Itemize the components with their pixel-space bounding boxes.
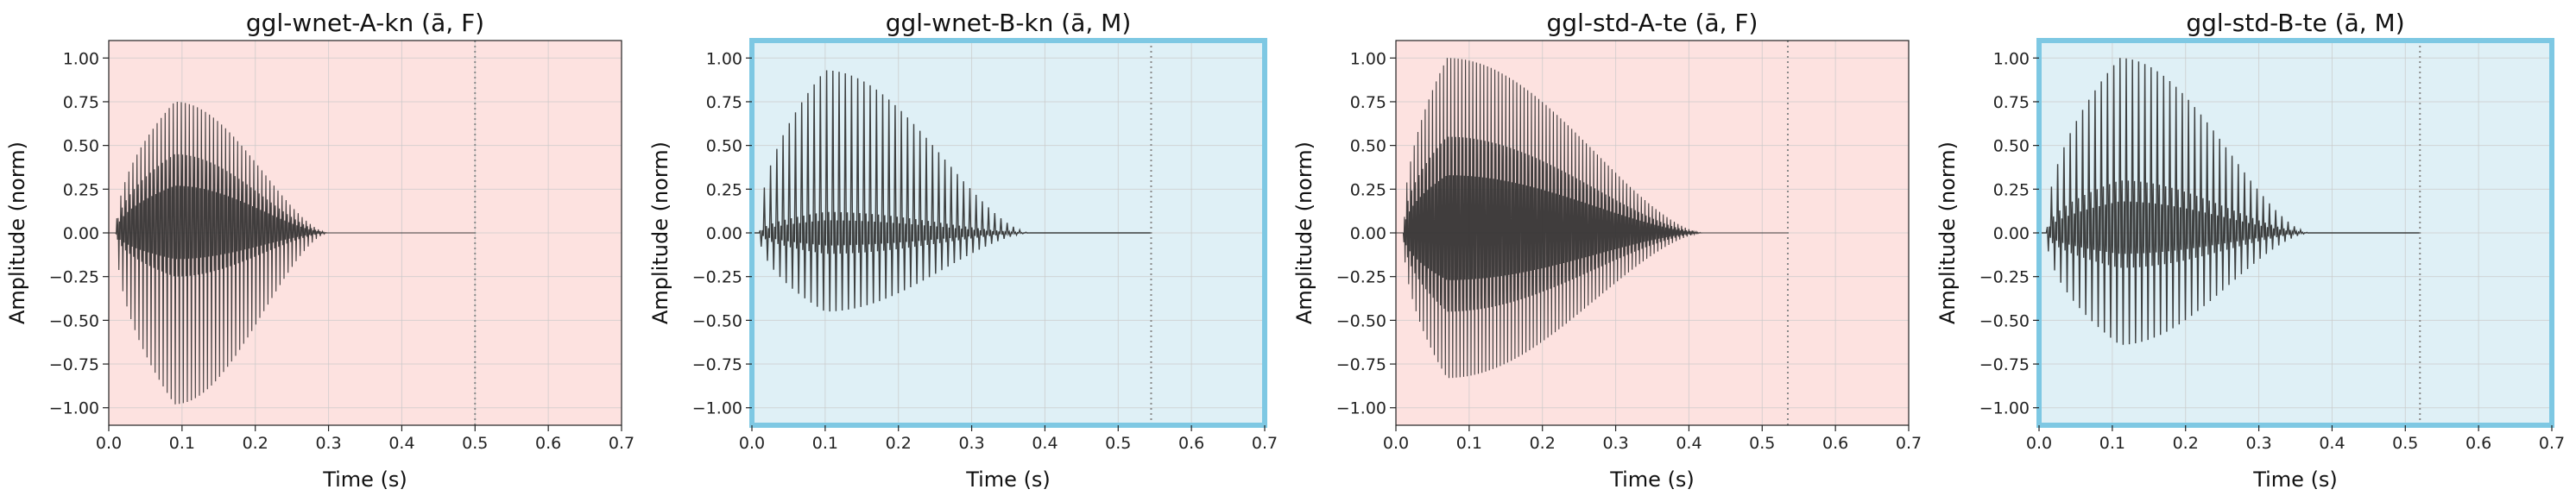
x-tick-label: 0.5 — [462, 434, 488, 453]
y-axis-label: Amplitude (norm) — [648, 141, 672, 324]
x-axis-label: Time (s) — [965, 467, 1051, 492]
x-tick-label: 0.4 — [1032, 434, 1058, 453]
y-tick-label: −0.75 — [49, 355, 99, 374]
y-tick-label: −0.75 — [1336, 355, 1386, 374]
y-tick-label: −0.25 — [49, 268, 99, 287]
x-tick-label: 0.6 — [535, 434, 561, 453]
x-tick-label: 0.1 — [1456, 434, 1482, 453]
x-tick-label: 0.2 — [243, 434, 268, 453]
x-axis-label: Time (s) — [2252, 467, 2338, 492]
y-tick-label: 0.75 — [706, 93, 742, 112]
x-tick-label: 0.7 — [1896, 434, 1922, 453]
x-tick-label: 0.3 — [1602, 434, 1628, 453]
x-tick-label: 0.4 — [2319, 434, 2345, 453]
y-axis-label: Amplitude (norm) — [5, 141, 29, 324]
y-axis-label: Amplitude (norm) — [1935, 141, 1960, 324]
x-tick-label: 0.1 — [812, 434, 838, 453]
y-tick-label: 1.00 — [706, 49, 742, 68]
x-tick-label: 0.6 — [1822, 434, 1848, 453]
y-tick-label: −0.25 — [1336, 268, 1386, 287]
y-tick-label: 0.00 — [63, 224, 99, 243]
x-tick-label: 0.2 — [2173, 434, 2199, 453]
x-tick-label: 0.7 — [2539, 434, 2565, 453]
y-tick-label: 0.25 — [706, 180, 742, 199]
y-tick-label: 0.50 — [706, 137, 742, 156]
y-tick-label: −1.00 — [1336, 399, 1386, 418]
y-tick-label: −0.50 — [1336, 311, 1386, 330]
chart-title: ggl-std-A-te (ā, F) — [1547, 9, 1758, 37]
y-tick-label: −1.00 — [692, 399, 742, 418]
x-tick-label: 0.6 — [2466, 434, 2491, 453]
y-tick-label: 0.75 — [1993, 93, 2030, 112]
waveform-series — [109, 101, 475, 405]
waveform-series — [1396, 58, 1788, 379]
y-tick-label: 0.50 — [1993, 137, 2030, 156]
y-tick-label: 1.00 — [1993, 49, 2030, 68]
y-tick-label: −1.00 — [1979, 399, 2030, 418]
waveform-series — [752, 70, 1151, 312]
y-tick-label: 1.00 — [1350, 49, 1386, 68]
y-tick-label: 0.75 — [63, 93, 99, 112]
x-axis-label: Time (s) — [1609, 467, 1695, 492]
y-tick-label: 0.00 — [1993, 224, 2030, 243]
chart-title: ggl-wnet-B-kn (ā, M) — [886, 9, 1132, 37]
x-tick-label: 0.1 — [169, 434, 195, 453]
y-tick-label: 0.00 — [1350, 224, 1386, 243]
y-tick-label: 0.75 — [1350, 93, 1386, 112]
chart-panel-3: 0.0 0.1 0.2 0.3 0.4 0.5 0.6 0.7 1.00 0.75 0.50 0.25… — [1292, 9, 1922, 492]
x-tick-label: 0.4 — [388, 434, 414, 453]
waveform-series — [2039, 58, 2421, 345]
x-tick-label: 0.5 — [1105, 434, 1131, 453]
x-tick-label: 0.6 — [1178, 434, 1204, 453]
y-tick-label: −0.50 — [1979, 311, 2030, 330]
x-tick-label: 0.2 — [1530, 434, 1556, 453]
x-tick-label: 0.3 — [2245, 434, 2271, 453]
y-tick-label: −0.75 — [1979, 355, 2030, 374]
chart-panel-4: 0.0 0.1 0.2 0.3 0.4 0.5 0.6 0.7 1.00 0.75 0.50 0.25… — [1935, 9, 2565, 492]
x-tick-label: 0.7 — [609, 434, 635, 453]
y-tick-label: −0.50 — [692, 311, 742, 330]
chart-title: ggl-std-B-te (ā, M) — [2186, 9, 2404, 37]
x-tick-label: 0.0 — [739, 434, 765, 453]
y-axis-label: Amplitude (norm) — [1292, 141, 1316, 324]
chart-title: ggl-wnet-A-kn (ā, F) — [246, 9, 484, 37]
x-tick-label: 0.4 — [1676, 434, 1702, 453]
y-tick-label: 0.25 — [63, 180, 99, 199]
y-tick-label: 0.25 — [1350, 180, 1386, 199]
y-tick-label: 0.25 — [1993, 180, 2030, 199]
x-tick-label: 0.5 — [1749, 434, 1775, 453]
y-tick-label: −0.50 — [49, 311, 99, 330]
y-tick-label: −0.25 — [692, 268, 742, 287]
y-tick-label: −0.25 — [1979, 268, 2030, 287]
y-tick-label: 0.50 — [63, 137, 99, 156]
y-tick-label: 0.50 — [1350, 137, 1386, 156]
x-tick-label: 0.1 — [2099, 434, 2125, 453]
x-tick-label: 0.3 — [315, 434, 341, 453]
x-tick-label: 0.0 — [1383, 434, 1409, 453]
y-tick-label: 0.00 — [706, 224, 742, 243]
x-tick-label: 0.7 — [1252, 434, 1278, 453]
chart-panel-1: 0.0 0.1 0.2 0.3 0.4 0.5 0.6 0.7 1.00 0.75 0.50 0.25… — [5, 9, 635, 492]
x-tick-label: 0.0 — [96, 434, 122, 453]
x-tick-label: 0.2 — [886, 434, 912, 453]
x-tick-label: 0.5 — [2392, 434, 2418, 453]
y-tick-label: −1.00 — [49, 399, 99, 418]
y-tick-label: 1.00 — [63, 49, 99, 68]
x-tick-label: 0.3 — [958, 434, 984, 453]
x-tick-label: 0.0 — [2026, 434, 2052, 453]
x-axis-label: Time (s) — [322, 467, 407, 492]
y-tick-label: −0.75 — [692, 355, 742, 374]
chart-panel-2: 0.0 0.1 0.2 0.3 0.4 0.5 0.6 0.7 1.00 0.75 0.50 0.25… — [648, 9, 1278, 492]
